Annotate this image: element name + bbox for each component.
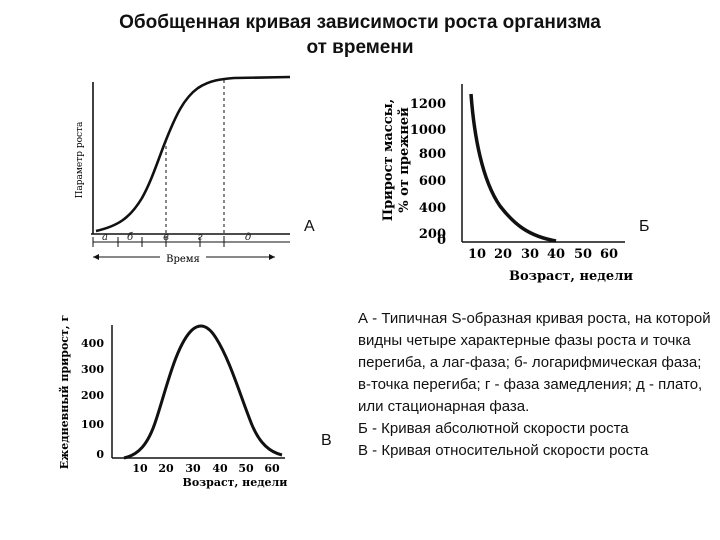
svg-text:1000: 1000 bbox=[410, 123, 446, 138]
svg-text:0: 0 bbox=[96, 448, 104, 461]
panel-a-phase-label-1: а bbox=[102, 232, 108, 243]
panel-c-xticks: 10 20 30 40 50 60 bbox=[132, 462, 280, 475]
svg-text:60: 60 bbox=[600, 247, 618, 262]
panel-b-xlabel: Возраст, недели bbox=[509, 269, 633, 284]
svg-text:30: 30 bbox=[521, 247, 539, 262]
panel-a-phase-label-3: в bbox=[163, 232, 169, 243]
caption-line-c: В - Кривая относительной скорости роста bbox=[358, 442, 649, 459]
svg-text:50: 50 bbox=[238, 462, 254, 475]
panel-a-xlabel-bg bbox=[160, 250, 206, 264]
panel-a-phase-label-5: д bbox=[245, 232, 251, 243]
svg-text:50: 50 bbox=[574, 247, 592, 262]
svg-text:40: 40 bbox=[212, 462, 228, 475]
panel-a-phase-label-4: г bbox=[197, 232, 202, 243]
panel-a-ylabel: Параметр роста bbox=[75, 121, 85, 198]
panel-b-ylabel-line-2: % от прежней bbox=[397, 107, 412, 213]
caption: А - Типичная S-образная кривая роста, на… bbox=[358, 308, 714, 462]
panel-a-s-curve bbox=[95, 75, 291, 233]
svg-text:800: 800 bbox=[419, 147, 446, 162]
caption-line-a: А - Типичная S-образная кривая роста, на… bbox=[358, 310, 711, 415]
page-title: Обобщенная кривая зависимости роста орга… bbox=[0, 10, 720, 60]
panel-b-curve bbox=[469, 93, 557, 243]
svg-text:1200: 1200 bbox=[410, 97, 446, 112]
title-line-1: Обобщенная кривая зависимости роста орга… bbox=[119, 12, 601, 33]
svg-text:400: 400 bbox=[81, 337, 104, 350]
svg-text:300: 300 bbox=[81, 363, 104, 376]
title-line-2: от времени bbox=[306, 37, 414, 58]
svg-text:200: 200 bbox=[419, 227, 446, 242]
svg-text:10: 10 bbox=[132, 462, 148, 475]
panel-c-ylabel: Ежедневный прирост, г bbox=[58, 315, 71, 470]
panel-a-phase-ticks bbox=[92, 237, 225, 247]
panel-b-xticks: 10 20 30 40 50 60 bbox=[468, 247, 618, 262]
panel-c-xlabel: Возраст, недели bbox=[183, 476, 288, 489]
panel-c-letter: В bbox=[321, 432, 332, 449]
svg-text:200: 200 bbox=[81, 389, 104, 402]
panel-a-phase-label-2: б bbox=[127, 232, 134, 243]
svg-text:10: 10 bbox=[468, 247, 486, 262]
svg-text:60: 60 bbox=[264, 462, 280, 475]
svg-text:40: 40 bbox=[547, 247, 565, 262]
svg-text:20: 20 bbox=[494, 247, 512, 262]
svg-text:100: 100 bbox=[81, 418, 104, 431]
svg-text:400: 400 bbox=[419, 201, 446, 216]
panel-c-chart: 400 300 200 100 0 10 20 30 40 50 60 Возраст, неде… bbox=[58, 315, 287, 489]
svg-text:600: 600 bbox=[419, 174, 446, 189]
panel-a-chart: а б в г д Время Параметр роста bbox=[75, 75, 291, 265]
panel-b-letter: Б bbox=[639, 218, 650, 235]
panel-c-yticks: 400 300 200 100 0 bbox=[81, 337, 104, 461]
caption-line-b: Б - Кривая абсолютной скорости роста bbox=[358, 420, 629, 437]
svg-text:0: 0 bbox=[437, 233, 446, 248]
svg-text:20: 20 bbox=[158, 462, 174, 475]
svg-text:30: 30 bbox=[185, 462, 201, 475]
panel-b-ylabel-line-1: Прирост массы, bbox=[381, 99, 396, 221]
panel-c-curve bbox=[123, 324, 283, 460]
panel-a-letter: А bbox=[304, 218, 315, 235]
panel-a-xlabel: Время bbox=[166, 254, 200, 265]
